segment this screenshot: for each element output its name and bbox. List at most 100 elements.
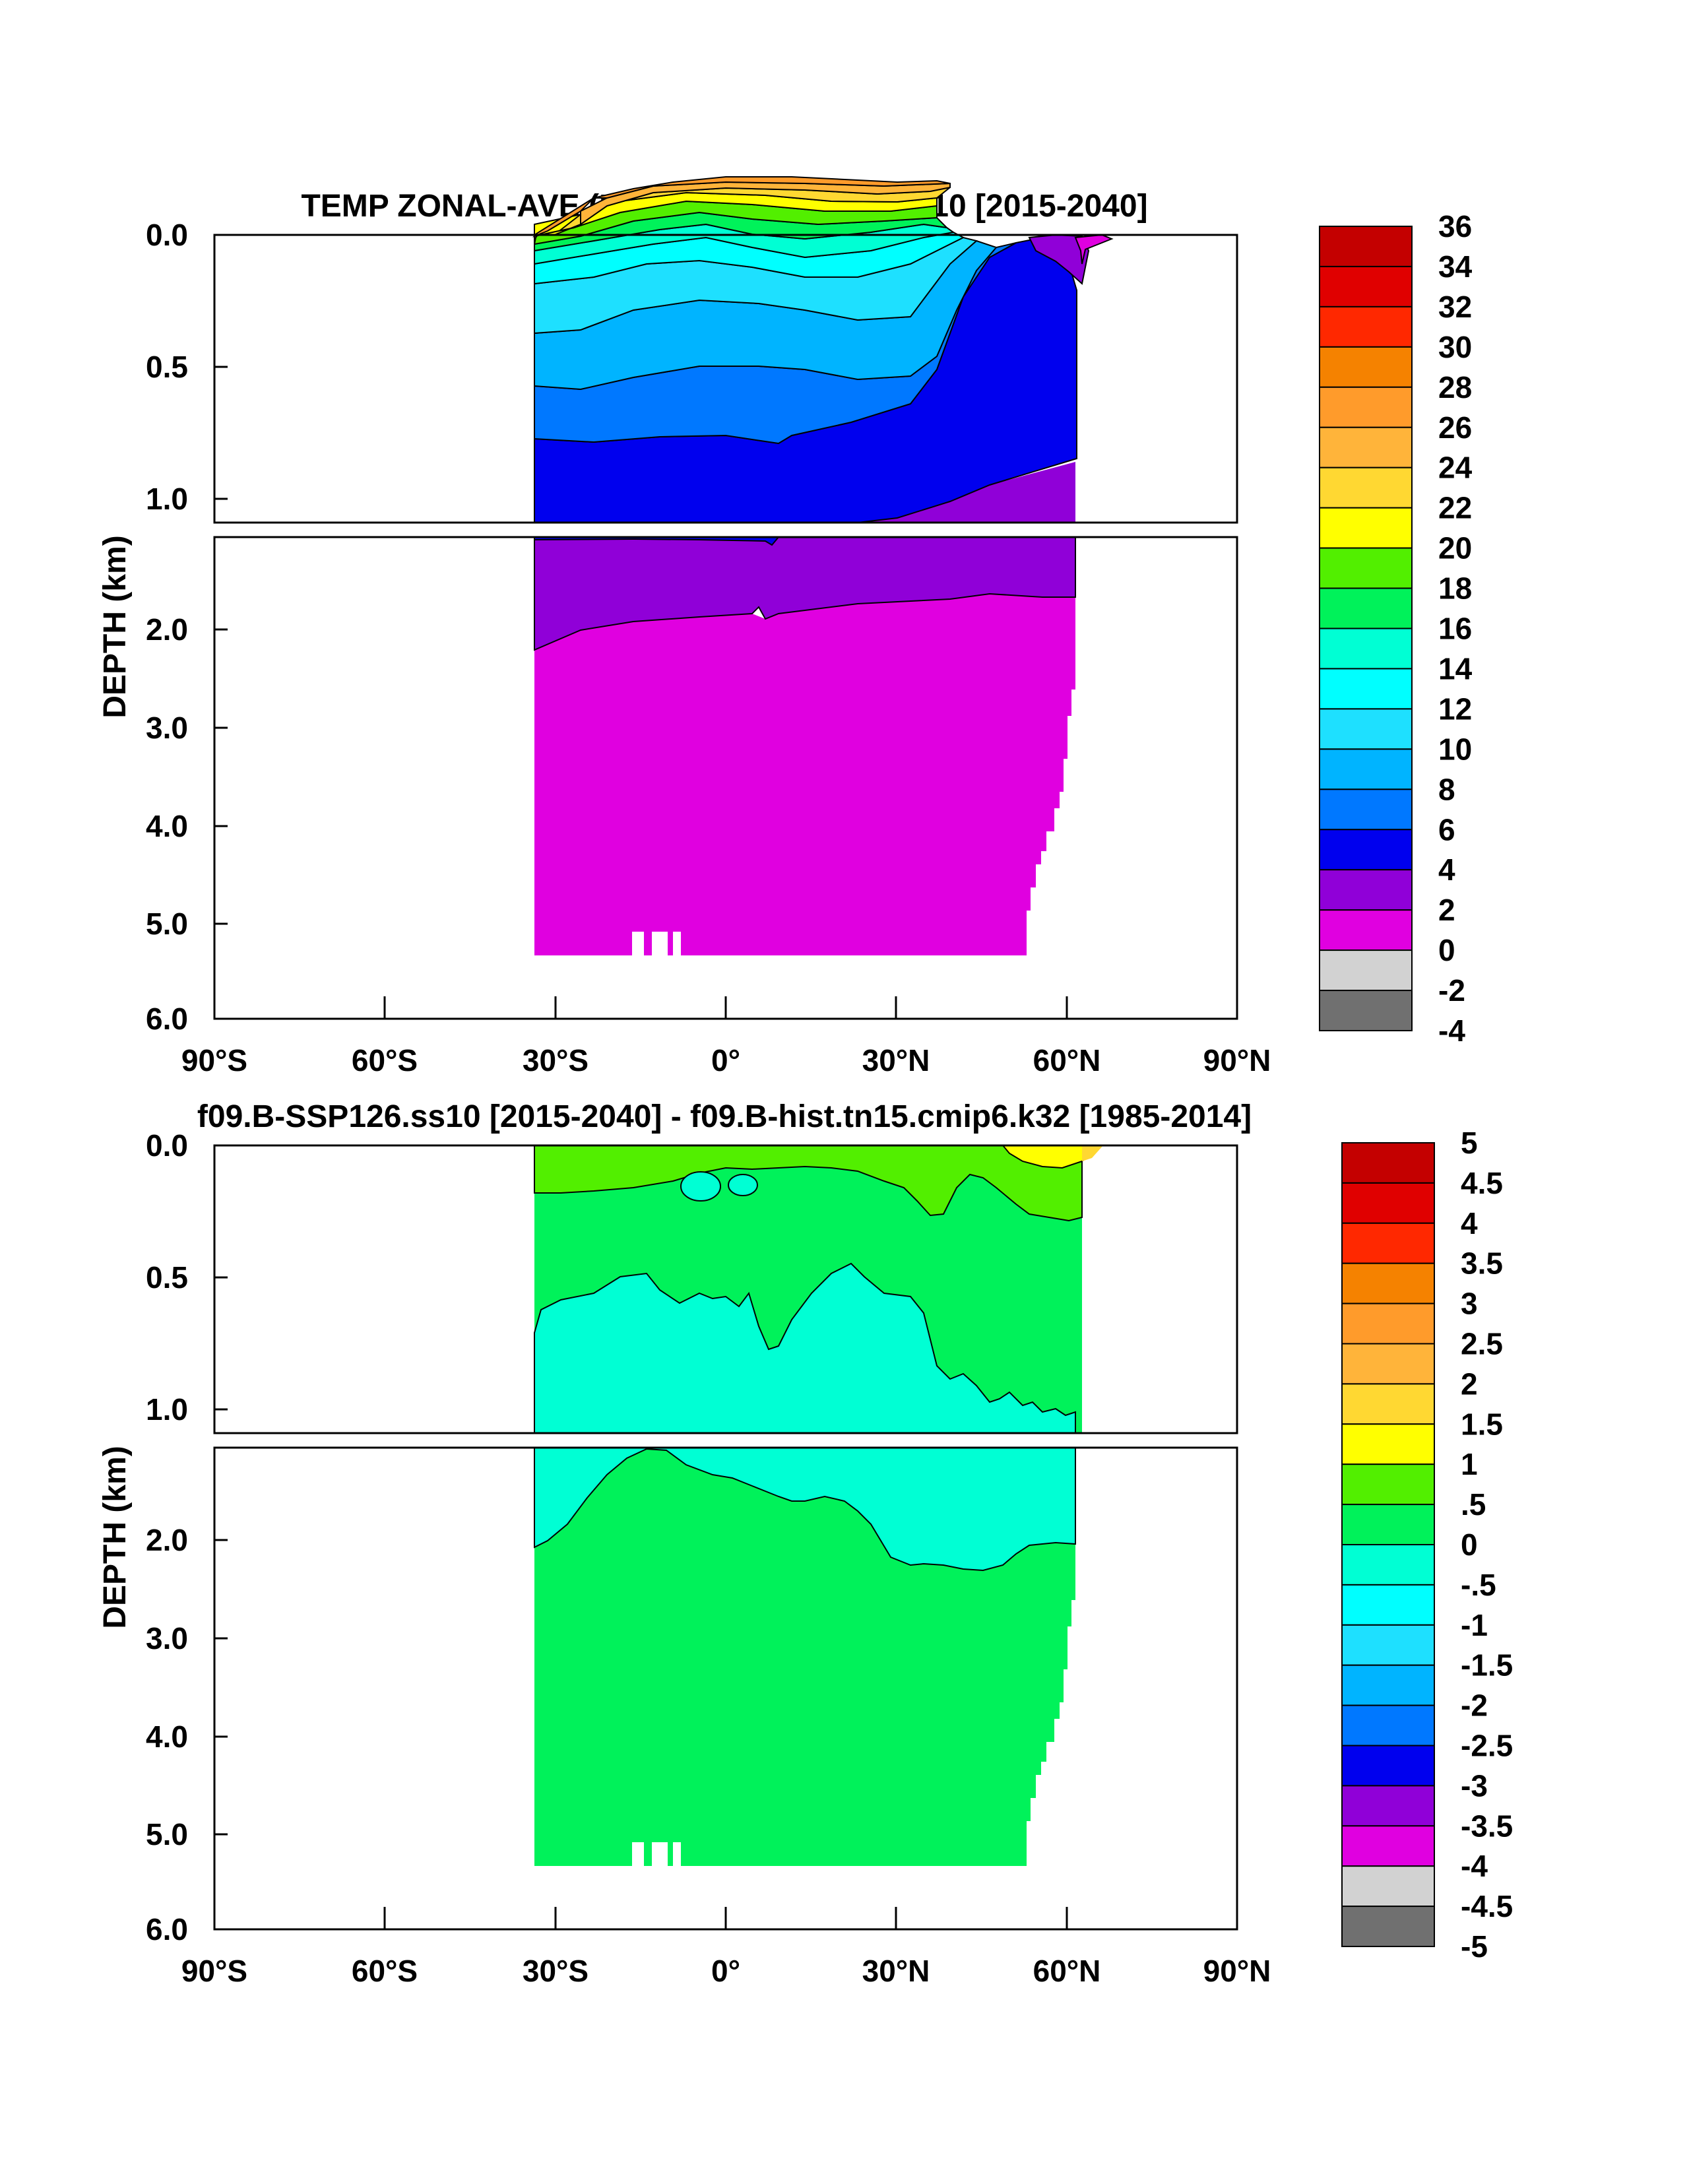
cbar1-label-19: -2: [1438, 973, 1465, 1008]
p1-ytick-0: 0.0: [146, 218, 188, 252]
panel-1-upper-field: [213, 176, 1238, 524]
cbar2-label-6: 2: [1461, 1366, 1478, 1401]
p2-xtick-5: 60°N: [1033, 1954, 1101, 1988]
cbar1-label-13: 10: [1438, 732, 1472, 766]
p1-upper-box: [213, 234, 1238, 524]
p1-xtick-1: 60°S: [352, 1043, 418, 1077]
cbar2-label-17: -3.5: [1461, 1809, 1513, 1843]
p2-ytick-3: 2.0: [146, 1523, 188, 1557]
cbar2-swatch-8: [1341, 1463, 1435, 1506]
p1-xtick-0: 90°S: [181, 1043, 247, 1077]
cbar1-swatch-6: [1319, 466, 1413, 509]
p2-x-axis: 90°S 60°S 30°S 0° 30°N 60°N 90°N: [181, 1907, 1271, 1988]
cbar1-label-2: 32: [1438, 290, 1472, 324]
p2-xtick-0: 90°S: [181, 1954, 247, 1988]
cbar1-swatch-14: [1319, 788, 1413, 831]
cbar2-swatch-11: [1341, 1584, 1435, 1626]
p2-ytick-0: 0.0: [146, 1128, 188, 1163]
cbar2-label-5: 2.5: [1461, 1327, 1503, 1361]
cbar1-label-7: 22: [1438, 491, 1472, 525]
cbar2-label-8: 1: [1461, 1447, 1478, 1481]
cbar1-label-5: 26: [1438, 410, 1472, 445]
p1-band-0-2-upper: [534, 462, 1075, 523]
p1-band-26-28: [593, 176, 951, 199]
p1-band-4-6-lower: [534, 536, 781, 546]
p1-ytick-7: 6.0: [146, 1002, 188, 1036]
cbar2-swatch-0: [1341, 1142, 1435, 1184]
cbar2-swatch-12: [1341, 1624, 1435, 1666]
cbar2-label-12: -1: [1461, 1608, 1488, 1642]
p2-ytick-7: 6.0: [146, 1912, 188, 1946]
cbar2-swatch-17: [1341, 1825, 1435, 1867]
p1-xtick-2: 30°S: [523, 1043, 589, 1077]
cbar1-label-16: 4: [1438, 852, 1455, 887]
cbar1-swatch-0: [1319, 226, 1413, 267]
cbar2-label-11: -.5: [1461, 1568, 1496, 1602]
p1-band-2-4-lower: [534, 536, 1076, 651]
cbar1-label-12: 12: [1438, 691, 1472, 726]
cbar1-swatch-13: [1319, 748, 1413, 790]
cbar1-swatch-4: [1319, 386, 1413, 428]
cbar1-label-20: -4: [1438, 1013, 1465, 1048]
cbar2-swatch-5: [1341, 1343, 1435, 1385]
cbar1-label-9: 18: [1438, 571, 1472, 606]
cbar1-label-14: 8: [1438, 772, 1455, 806]
p1-ytick-1: 0.5: [146, 350, 188, 384]
cbar1-label-0: 36: [1438, 209, 1472, 243]
p1-ytick-3: 2.0: [146, 612, 188, 647]
cbar2-label-13: -1.5: [1461, 1648, 1513, 1683]
p1-ytick-6: 5.0: [146, 907, 188, 941]
cbar2-label-4: 3: [1461, 1287, 1478, 1321]
cbar1-label-1: 34: [1438, 249, 1473, 284]
p1-ytick-4: 3.0: [146, 711, 188, 745]
p1-xtick-6: 90°N: [1203, 1043, 1271, 1077]
cbar2-swatch-19: [1341, 1906, 1435, 1948]
p2-ytick-6: 5.0: [146, 1817, 188, 1851]
cbar1-swatch-12: [1319, 708, 1413, 750]
cbar2-swatch-2: [1341, 1222, 1435, 1264]
cbar1-swatch-11: [1319, 668, 1413, 710]
cbar2-swatch-3: [1341, 1262, 1435, 1304]
cbar2-swatch-4: [1341, 1302, 1435, 1345]
cbar1-label-15: 6: [1438, 812, 1455, 847]
p2-ytick-4: 3.0: [146, 1621, 188, 1655]
cbar2-swatch-10: [1341, 1544, 1435, 1586]
cbar1-swatch-3: [1319, 346, 1413, 388]
p2-ylabel: DEPTH (km): [98, 1446, 133, 1628]
cbar2-swatch-16: [1341, 1785, 1435, 1827]
cbar2-swatch-7: [1341, 1423, 1435, 1465]
p1-y-axis: 0.0 0.5 1.0 2.0 3.0 4.0 5.0 6.0 DEPTH (k…: [98, 218, 228, 1036]
cbar2-label-0: 5: [1461, 1126, 1478, 1160]
p2-xtick-6: 90°N: [1203, 1954, 1271, 1988]
p2-band-neg: [534, 1262, 1076, 1434]
cbar2-label-20: -5: [1461, 1929, 1488, 1964]
cbar1-label-4: 28: [1438, 370, 1472, 404]
panel-2-title: f09.B-SSP126.ss10 [2015-2040] - f09.B-hi…: [197, 1099, 1252, 1134]
cbar1-swatch-15: [1319, 829, 1413, 871]
cbar1-label-18: 0: [1438, 933, 1455, 967]
cbar1-label-17: 2: [1438, 893, 1455, 927]
cbar1-swatch-17: [1319, 909, 1413, 951]
cbar2-label-15: -2.5: [1461, 1729, 1513, 1763]
cbar2-swatch-15: [1341, 1745, 1435, 1787]
cbar2-label-1: 4.5: [1461, 1166, 1503, 1200]
cbar2-label-7: 1.5: [1461, 1407, 1503, 1441]
cbar2-swatch-13: [1341, 1664, 1435, 1706]
cbar1-swatch-8: [1319, 547, 1413, 589]
p2-ytick-5: 4.0: [146, 1719, 188, 1754]
p2-xtick-3: 0°: [711, 1954, 740, 1988]
cbar1-swatch-10: [1319, 627, 1413, 670]
cbar2-label-3: 3.5: [1461, 1246, 1503, 1281]
p1-ytick-5: 4.0: [146, 809, 188, 843]
p2-bubble-2: [728, 1174, 758, 1196]
cbar1-label-3: 30: [1438, 330, 1472, 364]
p2-xtick-4: 30°N: [862, 1954, 930, 1988]
cbar1-swatch-2: [1319, 305, 1413, 348]
p1-ytick-2: 1.0: [146, 482, 188, 516]
cbar2-swatch-9: [1341, 1504, 1435, 1546]
cbar1-label-6: 24: [1438, 451, 1473, 485]
cbar1-swatch-5: [1319, 426, 1413, 468]
panel-1-lower-field: [213, 536, 1238, 1020]
cbar1-swatch-19: [1319, 990, 1413, 1032]
